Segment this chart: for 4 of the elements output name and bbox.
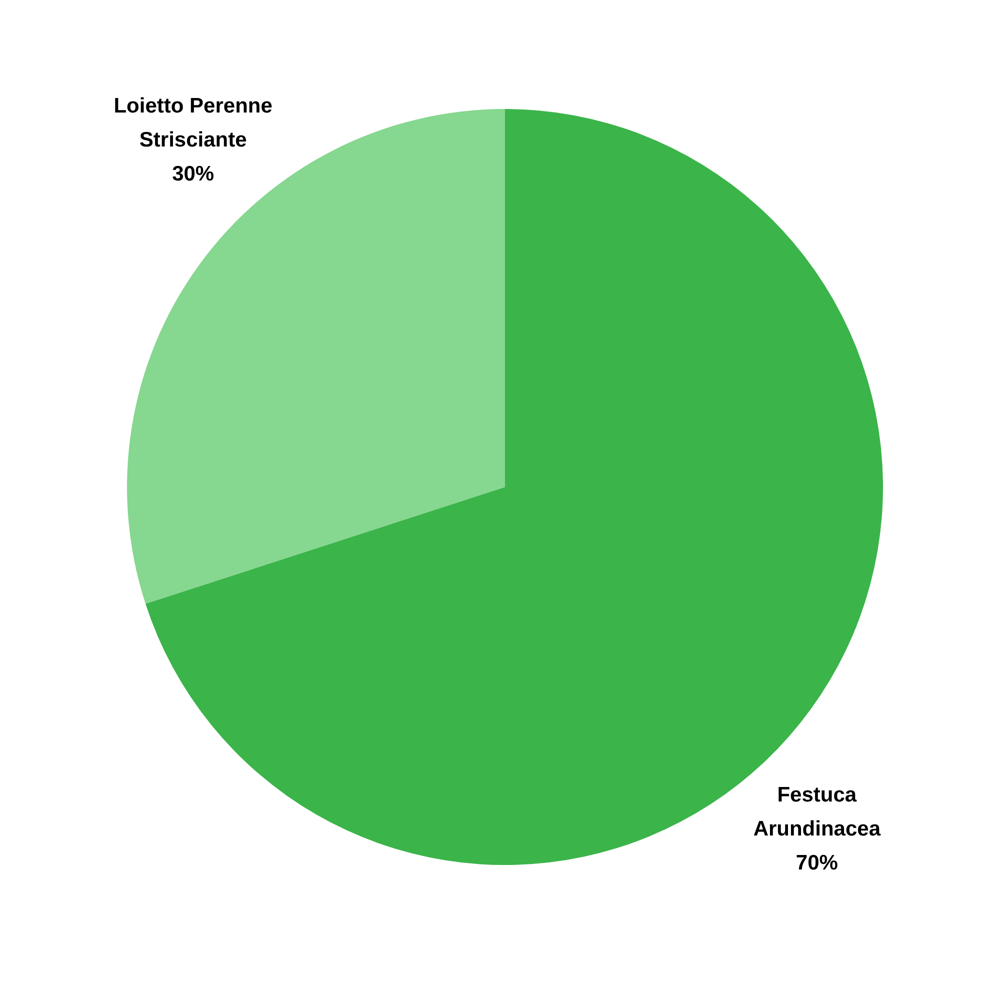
data-label: 30% [172,162,214,186]
slice-label: Festuca Arundinacea [753,783,881,840]
slice-label: Loietto Perenne Strisciante [114,94,272,152]
data-label: 70% [796,851,838,874]
